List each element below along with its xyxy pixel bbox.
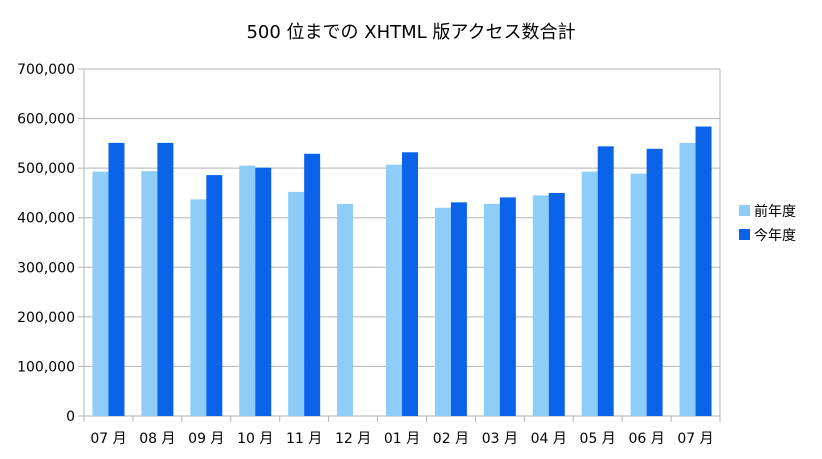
x-tick-label: 09 月 bbox=[188, 431, 224, 447]
legend-label: 今年度 bbox=[754, 228, 796, 244]
x-tick-label: 01 月 bbox=[384, 431, 420, 447]
bar-previous-year bbox=[337, 203, 354, 416]
bar-previous-year bbox=[92, 171, 109, 416]
x-tick-label: 05 月 bbox=[580, 431, 616, 447]
y-tick-label: 700,000 bbox=[17, 62, 75, 78]
bar-current-year bbox=[450, 202, 467, 416]
bar-current-year bbox=[304, 153, 321, 416]
bar-current-year bbox=[597, 146, 614, 416]
bar-previous-year bbox=[141, 171, 158, 416]
x-tick-label: 12 月 bbox=[335, 431, 371, 447]
bar-current-year bbox=[402, 152, 418, 416]
x-tick-label: 07 月 bbox=[90, 431, 126, 447]
legend-label: 前年度 bbox=[754, 203, 796, 220]
x-tick-label: 02 月 bbox=[433, 431, 469, 447]
bar-previous-year bbox=[239, 165, 256, 416]
bar-current-year bbox=[206, 175, 223, 416]
x-tick-label: 03 月 bbox=[482, 431, 518, 447]
y-axis-ticks: 0 100,000 200,000 300,000 400,000 500,000 600,… bbox=[17, 62, 75, 425]
y-tick-label: 400,000 bbox=[17, 211, 75, 227]
bar-current-year bbox=[157, 142, 174, 416]
y-tick-label: 600,000 bbox=[17, 112, 75, 128]
bar-current-year bbox=[548, 192, 565, 416]
bar-previous-year bbox=[434, 207, 451, 416]
y-tick-label: 0 bbox=[66, 409, 75, 425]
bar-previous-year bbox=[532, 195, 549, 416]
bar-current-year bbox=[108, 142, 125, 416]
y-tick-label: 200,000 bbox=[17, 310, 75, 326]
legend-swatch bbox=[739, 205, 750, 216]
bar-previous-year bbox=[630, 173, 647, 416]
bar-previous-year bbox=[483, 203, 500, 416]
legend-swatch bbox=[739, 229, 750, 240]
y-tick-label: 300,000 bbox=[17, 260, 75, 276]
bar-current-year bbox=[499, 197, 516, 416]
bar-previous-year bbox=[679, 142, 696, 416]
x-tick-label: 10 月 bbox=[237, 431, 273, 447]
bar-previous-year bbox=[581, 171, 598, 416]
x-tick-label: 06 月 bbox=[628, 431, 664, 447]
bar-previous-year bbox=[288, 191, 305, 416]
y-tick-label: 100,000 bbox=[17, 359, 75, 375]
bar-current-year bbox=[255, 167, 272, 416]
bars bbox=[92, 126, 712, 416]
bar-current-year bbox=[695, 126, 712, 416]
x-tick-label: 11 月 bbox=[286, 431, 322, 447]
y-tick-label: 500,000 bbox=[17, 161, 75, 177]
bar-current-year bbox=[646, 148, 663, 416]
bar-previous-year bbox=[386, 164, 402, 416]
x-tick-label: 07 月 bbox=[677, 431, 713, 447]
bar-previous-year bbox=[190, 199, 207, 416]
x-tick-label: 04 月 bbox=[531, 431, 567, 447]
chart-title: 500 位までの XHTML 版アクセス数合計 bbox=[246, 22, 575, 43]
x-axis-ticks: 07 月 08 月 09 月 10 月 11 月 12 月 01 月 02 月 03 月 04 月… bbox=[83, 416, 721, 447]
x-tick-label: 08 月 bbox=[139, 431, 175, 447]
